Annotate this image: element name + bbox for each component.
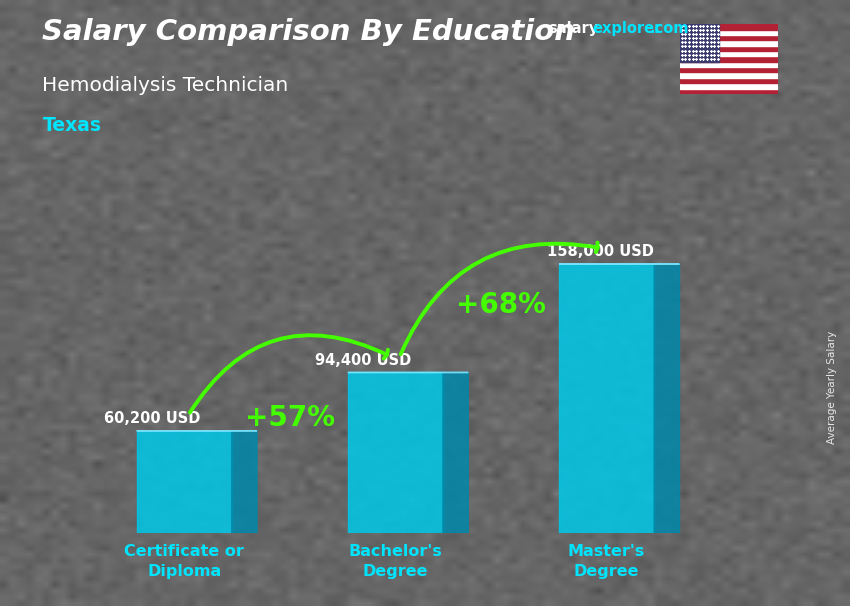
Text: .com: .com <box>649 21 688 36</box>
Text: Average Yearly Salary: Average Yearly Salary <box>827 331 837 444</box>
Text: Salary Comparison By Education: Salary Comparison By Education <box>42 18 575 46</box>
Bar <box>680 30 778 35</box>
Bar <box>680 83 778 88</box>
Bar <box>680 56 778 62</box>
Bar <box>137 431 232 533</box>
Text: explorer: explorer <box>592 21 662 36</box>
Text: 60,200 USD: 60,200 USD <box>104 411 201 426</box>
Polygon shape <box>654 264 679 533</box>
Bar <box>680 67 778 73</box>
Bar <box>680 35 778 41</box>
Bar <box>680 88 778 94</box>
Polygon shape <box>443 373 468 533</box>
Bar <box>680 78 778 83</box>
Bar <box>559 264 654 533</box>
Bar <box>680 45 778 51</box>
Text: salary: salary <box>548 21 598 36</box>
Text: 94,400 USD: 94,400 USD <box>315 353 411 368</box>
Text: 158,000 USD: 158,000 USD <box>547 244 654 259</box>
Bar <box>680 41 778 45</box>
Bar <box>348 373 443 533</box>
Text: Texas: Texas <box>42 116 101 135</box>
Text: +68%: +68% <box>456 290 546 319</box>
Polygon shape <box>232 431 257 533</box>
Text: Hemodialysis Technician: Hemodialysis Technician <box>42 76 289 95</box>
Bar <box>680 73 778 78</box>
Bar <box>680 24 719 62</box>
Text: +57%: +57% <box>245 404 335 431</box>
Bar <box>680 62 778 67</box>
Bar <box>680 51 778 56</box>
Bar <box>680 24 778 30</box>
